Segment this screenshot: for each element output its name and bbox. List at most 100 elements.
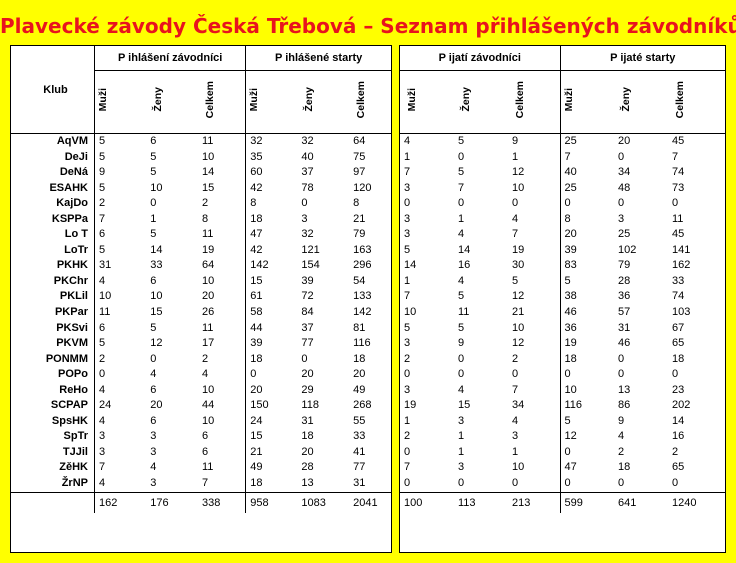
table-row: 5 5 10 36 31 67 (400, 320, 725, 337)
table-cell: 55 (353, 414, 366, 427)
table-cell: 28 (618, 274, 631, 287)
total-cell: 1083 (301, 496, 326, 509)
table-row: LoTr 5 14 19 42 121 163 (11, 242, 391, 259)
table-row: 1 4 5 5 28 33 (400, 273, 725, 290)
table-cell: 44 (245, 320, 298, 337)
table-cell: 19 (559, 336, 614, 352)
table-cell: 5 (93, 149, 147, 166)
club-name: Lo T (64, 228, 88, 241)
table-cell: 4 (202, 368, 209, 381)
table-cell: 5 (404, 321, 411, 334)
table-cell: 3 (150, 430, 157, 443)
table-row: 3 7 10 25 48 73 (400, 180, 725, 197)
table-cell: 48 (618, 181, 631, 194)
table-row: 10 11 21 46 57 103 (400, 305, 725, 321)
table-cell: 9 (458, 337, 465, 350)
table-cell: 2 (672, 445, 679, 458)
table-cell: 10 (559, 382, 614, 399)
table-cell: 19 (404, 399, 417, 412)
women-header: Ženy (152, 86, 165, 112)
table-cell: 6 (150, 135, 157, 147)
table-row: ESAHK 5 10 15 42 78 120 (11, 180, 391, 197)
table-cell: 49 (245, 460, 298, 477)
table-cell: 24 (245, 413, 298, 430)
table-cell: 11 (202, 135, 214, 147)
club-name: PKPar (54, 306, 88, 319)
table-cell: 3 (458, 461, 465, 474)
table-cell: 11 (202, 228, 214, 241)
table-cell: 31 (301, 414, 314, 427)
table-cell: 45 (672, 135, 685, 147)
table-cell: 12 (512, 337, 525, 350)
table-cell: 20 (353, 368, 366, 381)
totals-row: 100 113 213 599 641 1240 (400, 492, 725, 513)
table-cell: 0 (618, 197, 625, 210)
table-cell: 30 (512, 259, 525, 272)
table-row: DeJi 5 5 10 35 40 75 (11, 149, 391, 166)
table-cell: 0 (245, 367, 298, 383)
table-cell: 64 (353, 135, 366, 147)
table-cell: 8 (353, 197, 360, 210)
table-cell: 7 (404, 290, 411, 303)
table-cell: 5 (404, 243, 411, 256)
table-cell: 20 (245, 382, 298, 399)
club-name: PKLil (59, 290, 88, 303)
table-cell: 0 (93, 367, 147, 383)
table-cell: 42 (245, 180, 298, 197)
total-cell: 641 (618, 496, 637, 509)
table-cell: 38 (559, 289, 614, 306)
table-cell: 74 (672, 166, 685, 179)
table-cell: 116 (559, 398, 614, 414)
table-cell: 10 (93, 289, 147, 306)
table-cell: 162 (672, 259, 691, 272)
club-name: SpTr (63, 430, 88, 443)
table-cell: 9 (93, 165, 147, 181)
table-cell: 18 (245, 476, 298, 493)
table-cell: 2 (404, 430, 411, 443)
table-cell: 20 (301, 368, 314, 381)
table-cell: 15 (150, 306, 163, 319)
table-cell: 7 (198, 476, 246, 493)
table-cell: 142 (353, 306, 372, 319)
table-cell: 5 (150, 150, 157, 163)
accepted-panel: P ijatí závodníci P ijaté starty Muži Že… (399, 45, 726, 553)
table-cell: 75 (353, 150, 366, 163)
table-cell: 47 (245, 227, 298, 243)
table-cell: 1 (404, 414, 411, 427)
table-cell: 5 (93, 242, 147, 259)
registered-panel: Klub P ihlášení závodníci P ihlášené sta… (10, 45, 392, 553)
table-cell: 118 (301, 399, 319, 412)
table-cell: 15 (245, 273, 298, 290)
table-cell: 20 (301, 445, 314, 458)
table-row: 19 15 34 116 86 202 (400, 398, 725, 414)
club-name: PKHK (56, 259, 88, 272)
table-cell: 4 (93, 382, 147, 399)
table-row: 2 0 2 18 0 18 (400, 351, 725, 368)
total-cell: 338 (202, 496, 221, 509)
table-cell: 121 (301, 243, 320, 256)
table-cell: 0 (559, 444, 614, 461)
table-row: 4 5 9 25 20 45 (400, 133, 725, 150)
table-row: SpTr 3 3 6 15 18 33 (11, 429, 391, 445)
table-cell: 13 (618, 383, 631, 396)
table-cell: 3 (512, 430, 519, 443)
table-cell: 4 (93, 413, 147, 430)
table-row: 3 9 12 19 46 65 (400, 336, 725, 352)
table-cell: 5 (458, 290, 465, 303)
table-cell: 3 (150, 445, 157, 458)
table-cell: 3 (404, 228, 411, 241)
table-cell: 150 (245, 398, 298, 414)
table-cell: 1 (404, 150, 411, 163)
table-cell: 9 (618, 414, 625, 427)
table-cell: 0 (458, 368, 465, 381)
registered-table: Klub P ihlášení závodníci P ihlášené sta… (11, 46, 391, 513)
accepted-table: P ijatí závodníci P ijaté starty Muži Že… (400, 46, 725, 513)
table-cell: 1 (458, 445, 465, 458)
table-cell: 0 (512, 197, 519, 210)
club-name: KajDo (56, 197, 88, 210)
table-cell: 18 (618, 461, 631, 474)
table-cell: 0 (404, 197, 411, 210)
table-cell: 0 (672, 197, 679, 210)
table-row: KSPPa 7 1 8 18 3 21 (11, 211, 391, 228)
